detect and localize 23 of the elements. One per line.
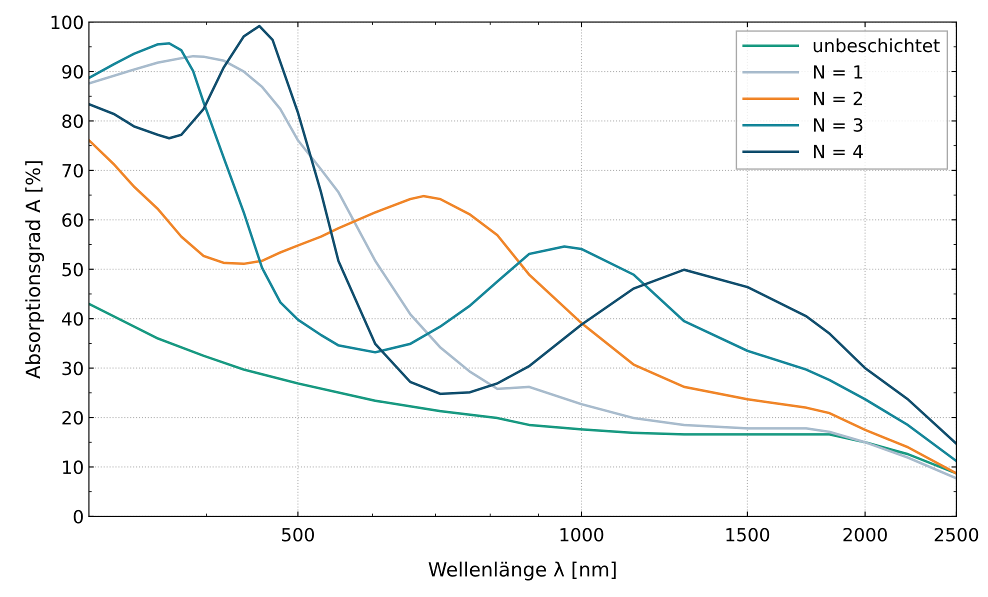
- legend-label: unbeschichtet: [814, 38, 940, 52]
- x-tick-label: 2500: [934, 528, 978, 542]
- x-tick-label: 2000: [843, 528, 887, 542]
- y-tick-label: 40: [62, 312, 83, 326]
- legend-label: N = 2: [814, 92, 862, 106]
- y-tick-label: 20: [62, 411, 83, 425]
- x-tick-label: 1000: [560, 528, 604, 542]
- y-tick-label: 50: [62, 262, 83, 276]
- y-tick-label: 0: [74, 510, 83, 524]
- x-axis-title: Wellenlänge λ [nm]: [428, 562, 616, 580]
- y-tick-label: 10: [63, 460, 83, 474]
- legend-label: N = 3: [814, 118, 862, 132]
- x-tick-label: 1500: [726, 528, 770, 542]
- y-tick-label: 70: [62, 164, 83, 178]
- y-axis-title: Absorptionsgrad A [%]: [25, 161, 44, 379]
- legend-label: N = 1: [814, 65, 862, 79]
- y-tick-label: 90: [62, 64, 83, 79]
- x-tick-label: 500: [282, 528, 314, 542]
- y-tick-label: 100: [52, 16, 83, 30]
- legend-label: N = 4: [814, 144, 863, 158]
- y-tick-label: 30: [62, 362, 83, 376]
- y-tick-label: 60: [62, 213, 83, 227]
- y-tick-label: 80: [62, 114, 83, 128]
